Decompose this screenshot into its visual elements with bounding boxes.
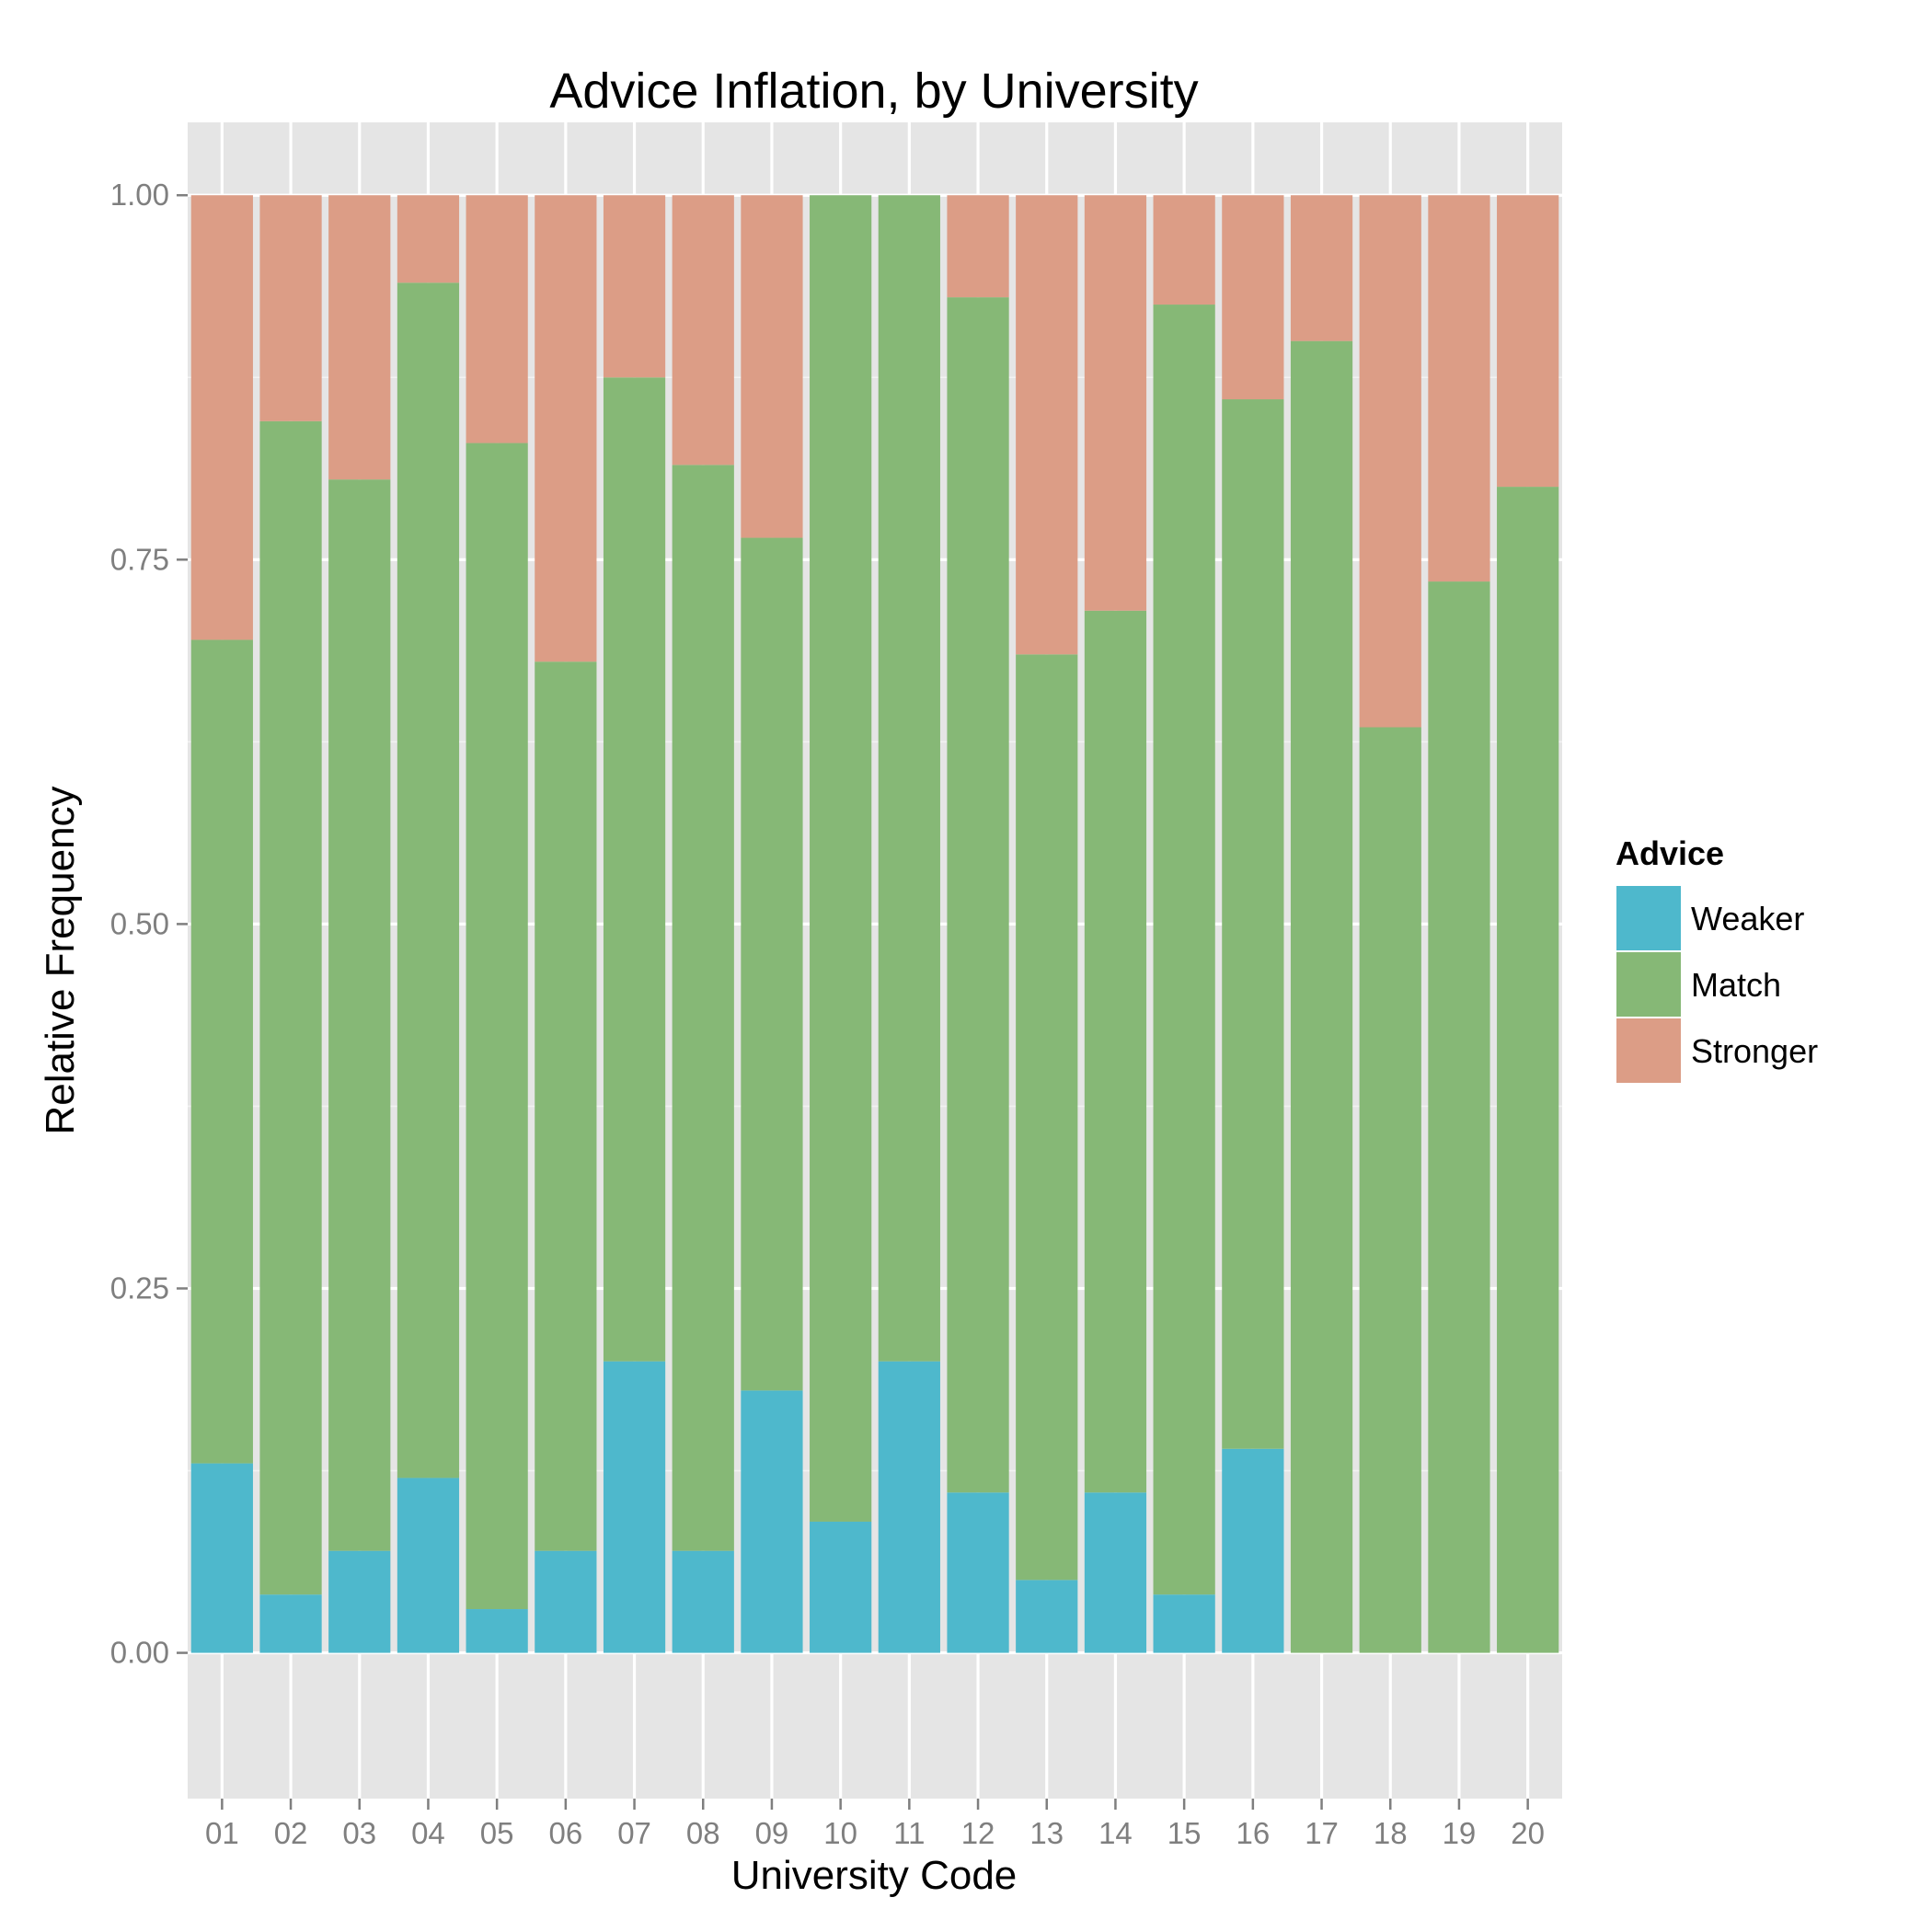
y-axis: 0.00 0.25 0.50 0.75 1.00 (110, 178, 188, 1670)
x-tick-label: 20 (1511, 1816, 1545, 1850)
x-tick-label: 10 (823, 1816, 857, 1850)
x-tick-label: 15 (1167, 1816, 1202, 1850)
plot-panel (188, 122, 1562, 1799)
bar-stronger-02 (259, 195, 322, 421)
bar-stronger-06 (535, 195, 597, 662)
bar-weaker-03 (328, 1550, 391, 1653)
x-tick-label: 09 (755, 1816, 789, 1850)
x-tick-label: 05 (480, 1816, 514, 1850)
bar-match-20 (1497, 487, 1559, 1653)
y-tick-label: 0.25 (110, 1271, 169, 1305)
bar-weaker-01 (190, 1463, 253, 1653)
bar-match-07 (603, 377, 666, 1362)
bar-match-14 (1084, 610, 1147, 1493)
bar-weaker-10 (810, 1521, 872, 1653)
bar-stronger-01 (190, 195, 253, 640)
bar-weaker-16 (1222, 1448, 1284, 1653)
bar-weaker-02 (259, 1594, 322, 1653)
bar-match-10 (810, 195, 872, 1522)
bar-stronger-08 (672, 195, 734, 466)
bar-match-04 (397, 282, 460, 1478)
y-axis-title: Relative Frequency (38, 786, 83, 1134)
x-tick-label: 07 (617, 1816, 651, 1850)
bar-match-15 (1153, 305, 1215, 1595)
x-tick-label: 17 (1305, 1816, 1339, 1850)
x-tick-label: 01 (205, 1816, 239, 1850)
bar-stronger-05 (466, 195, 528, 443)
x-tick-label: 02 (274, 1816, 308, 1850)
bar-weaker-13 (1016, 1580, 1078, 1653)
x-tick-label: 08 (686, 1816, 720, 1850)
bar-stronger-09 (741, 195, 803, 538)
bar-weaker-12 (947, 1492, 1009, 1653)
y-tick-label: 0.75 (110, 542, 169, 576)
bar-stronger-19 (1428, 195, 1490, 582)
bar-stronger-07 (603, 195, 666, 378)
bar-stronger-13 (1016, 195, 1078, 655)
x-axis-title: University Code (731, 1853, 1018, 1898)
bar-stronger-12 (947, 195, 1009, 298)
bar-match-17 (1290, 340, 1353, 1653)
bar-match-19 (1428, 581, 1490, 1653)
x-tick-label: 11 (893, 1816, 925, 1850)
bar-weaker-14 (1084, 1492, 1147, 1653)
bar-weaker-09 (741, 1390, 803, 1653)
x-tick-label: 18 (1374, 1816, 1408, 1850)
x-tick-label: 06 (548, 1816, 582, 1850)
bar-match-09 (741, 537, 803, 1391)
bar-weaker-05 (466, 1609, 528, 1653)
bar-match-02 (259, 420, 322, 1595)
bar-match-13 (1016, 654, 1078, 1581)
bar-match-01 (190, 639, 253, 1464)
y-tick-label: 1.00 (110, 178, 169, 212)
x-tick-label: 14 (1098, 1816, 1133, 1850)
bar-match-18 (1359, 727, 1421, 1653)
bar-match-12 (947, 297, 1009, 1493)
bar-match-05 (466, 443, 528, 1610)
legend-label-weaker: Weaker (1691, 900, 1804, 937)
x-tick-label: 03 (342, 1816, 376, 1850)
x-tick-label: 13 (1029, 1816, 1064, 1850)
legend-key-match (1615, 950, 1683, 1018)
bar-weaker-04 (397, 1478, 460, 1653)
bar-weaker-11 (878, 1361, 940, 1653)
bar-stronger-16 (1222, 195, 1284, 400)
bar-match-16 (1222, 399, 1284, 1449)
x-axis: 01 02 03 04 05 06 07 08 09 10 11 12 13 14 15 16 17 18 19 20 (205, 1799, 1545, 1850)
legend-key-stronger (1615, 1017, 1683, 1085)
bar-stronger-17 (1290, 195, 1353, 341)
legend-label-match: Match (1691, 966, 1781, 1004)
bar-stronger-04 (397, 195, 460, 283)
bar-weaker-07 (603, 1361, 666, 1653)
bar-weaker-06 (535, 1550, 597, 1653)
x-tick-label: 04 (411, 1816, 445, 1850)
legend-key-weaker (1615, 884, 1683, 952)
bar-weaker-08 (672, 1550, 734, 1653)
bar-weaker-15 (1153, 1594, 1215, 1653)
bar-match-06 (535, 661, 597, 1551)
legend-title: Advice (1616, 834, 1724, 872)
bar-match-11 (878, 195, 940, 1362)
bars (190, 195, 1559, 1653)
bar-stronger-20 (1497, 195, 1559, 488)
bar-match-03 (328, 479, 391, 1551)
legend: Advice Weaker Match Stronger (1615, 834, 1818, 1085)
y-tick-label: 0.00 (110, 1636, 169, 1670)
x-tick-label: 19 (1443, 1816, 1477, 1850)
x-tick-label: 12 (961, 1816, 995, 1850)
bar-stronger-18 (1359, 195, 1421, 728)
bar-match-08 (672, 465, 734, 1551)
bar-stronger-03 (328, 195, 391, 480)
legend-label-stronger: Stronger (1691, 1032, 1818, 1070)
chart-title: Advice Inflation, by University (549, 63, 1198, 119)
y-tick-label: 0.50 (110, 906, 169, 940)
x-tick-label: 16 (1236, 1816, 1270, 1850)
bar-stronger-14 (1084, 195, 1147, 611)
bar-stronger-15 (1153, 195, 1215, 305)
